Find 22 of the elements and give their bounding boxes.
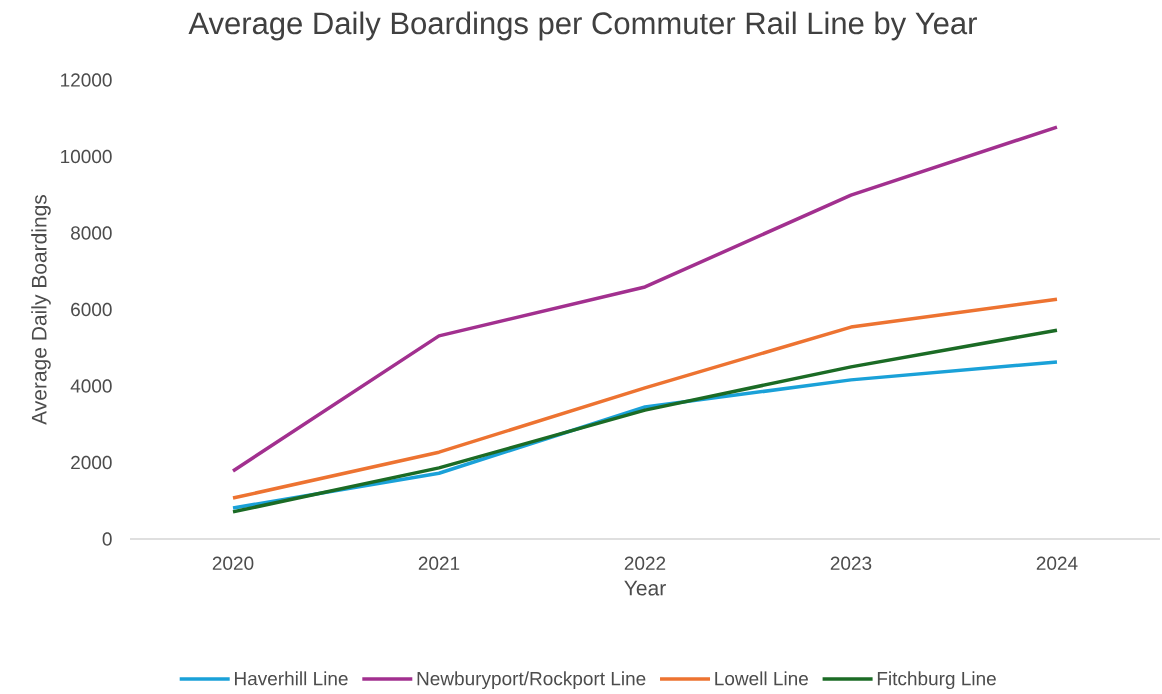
legend-label: Lowell Line xyxy=(715,671,808,686)
y-tick-label: 10000 xyxy=(61,149,112,164)
y-tick-label: 2000 xyxy=(71,455,112,470)
line-series xyxy=(231,125,1059,473)
x-tick-label: 2023 xyxy=(830,556,872,570)
legend-label: Fitchburg Line xyxy=(877,671,996,690)
chart-title: Average Daily Boardings per Commuter Rail Line by Year xyxy=(188,11,977,41)
y-tick-label: 0 xyxy=(102,532,112,546)
line-series xyxy=(231,328,1059,514)
y-axis-title: Average Daily Boardings xyxy=(31,194,51,425)
y-tick-label: 12000 xyxy=(61,73,112,87)
x-tick-label: 2021 xyxy=(418,556,460,570)
x-axis-title: Year xyxy=(624,580,666,596)
x-tick-label: 2024 xyxy=(1036,556,1078,570)
y-tick-label: 8000 xyxy=(71,226,112,240)
line-series xyxy=(231,297,1059,500)
x-tick-label: 2022 xyxy=(624,556,666,570)
x-tick-label: 2020 xyxy=(212,556,254,570)
y-tick-label: 4000 xyxy=(70,379,112,393)
legend-label: Haverhill Line xyxy=(235,671,348,686)
legend-label: Newburyport/Rockport Line xyxy=(417,671,646,690)
y-tick-label: 6000 xyxy=(71,302,112,317)
